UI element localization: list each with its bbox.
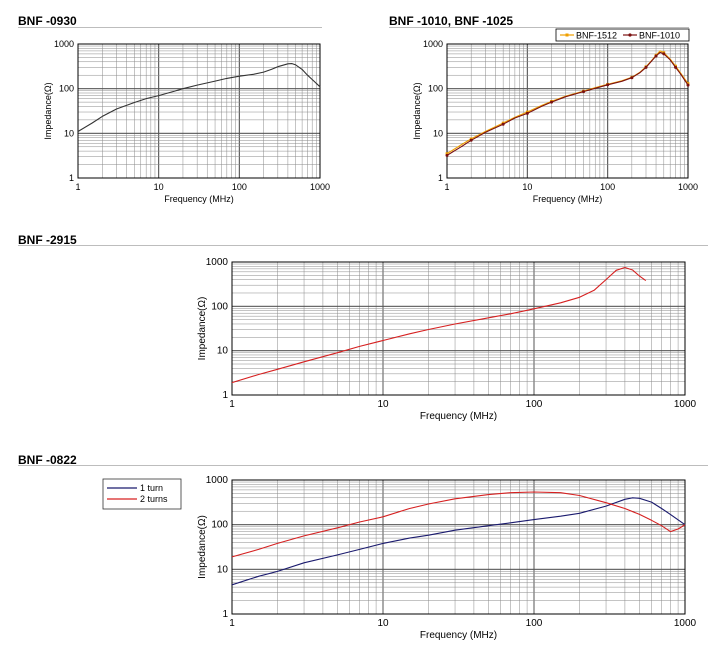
x-tick-label: 100 (600, 182, 615, 192)
data-point-marker (630, 76, 634, 80)
data-point-marker (644, 65, 648, 69)
section-title-bnf-2915: BNF -2915 (18, 233, 77, 247)
section-rule-bnf-0930 (18, 27, 322, 28)
legend-marker (628, 33, 632, 37)
y-tick-label: 1 (222, 390, 228, 401)
legend-box (102, 478, 182, 510)
y-tick-label: 100 (59, 84, 74, 94)
plot-area-frame (77, 43, 321, 179)
x-tick-label: 1000 (310, 182, 330, 192)
data-point-marker (654, 54, 658, 58)
legend-label: 2 turns (140, 494, 168, 504)
chart-2: 1 10 100 1000 1 10 100 1000 Frequency (MHz) Imped… (412, 39, 698, 204)
legend-label: BNF-1512 (576, 31, 617, 41)
x-tick-label: 10 (522, 182, 532, 192)
y-tick-label: 1000 (206, 257, 229, 268)
x-axis-title: Frequency (MHz) (420, 630, 497, 641)
x-tick-label: 1 (75, 182, 80, 192)
plot-area-frame (231, 261, 686, 396)
y-axis-title: Impedance(Ω) (412, 82, 422, 139)
legend-marker (565, 33, 569, 37)
section-rule-bnf-0822 (18, 465, 708, 466)
y-tick-label: 100 (211, 520, 228, 531)
y-tick-label: 1 (69, 173, 74, 183)
y-tick-label: 10 (64, 128, 74, 138)
data-point-marker (525, 111, 529, 115)
series-line-2-turns (231, 491, 686, 558)
section-title-bnf-1010-1025: BNF -1010, BNF -1025 (389, 14, 514, 28)
data-point-marker (606, 83, 610, 87)
x-tick-label: 1 (444, 182, 449, 192)
x-tick-label: 100 (526, 618, 543, 629)
x-tick-label: 1 (229, 618, 235, 629)
y-tick-label: 1000 (206, 475, 229, 486)
legend-box (555, 28, 690, 42)
y-tick-label: 1000 (423, 39, 443, 49)
data-point-marker (686, 82, 690, 85)
y-axis-title: Impedance(Ω) (197, 515, 208, 579)
x-tick-label: 100 (526, 399, 543, 410)
y-axis-title: Impedance(Ω) (197, 297, 208, 361)
y-tick-label: 10 (217, 346, 229, 357)
x-tick-label: 100 (232, 182, 247, 192)
x-tick-label: 1000 (678, 182, 698, 192)
x-axis-title: Frequency (MHz) (533, 194, 603, 204)
series-line-bnf-1010 (446, 51, 689, 156)
x-axis-title: Frequency (MHz) (164, 194, 234, 204)
data-point-marker (581, 90, 585, 94)
y-tick-label: 1 (438, 173, 443, 183)
chart-4: 1 10 100 1000 1 10 100 1000 Frequency (MHz) Imped… (197, 475, 697, 641)
data-point-marker (469, 138, 473, 142)
y-tick-label: 100 (211, 301, 228, 312)
x-tick-label: 10 (377, 618, 389, 629)
data-point-marker (445, 153, 449, 157)
section-title-bnf-0822: BNF -0822 (18, 453, 77, 467)
section-rule-bnf-2915 (18, 245, 708, 246)
series-line-1 (231, 266, 647, 384)
data-point-marker (445, 152, 449, 156)
section-title-bnf-0930: BNF -0930 (18, 14, 77, 28)
y-tick-label: 10 (217, 564, 229, 575)
plot-area-frame (231, 479, 686, 615)
x-tick-label: 1000 (674, 618, 697, 629)
y-tick-label: 1000 (54, 39, 74, 49)
data-point-marker (501, 122, 505, 126)
x-tick-label: 1000 (674, 399, 697, 410)
data-point-marker (686, 83, 690, 87)
legend-label: BNF-1010 (639, 31, 680, 41)
chart-3: 1 10 100 1000 1 10 100 1000 Frequency (MHz) Imped… (197, 257, 697, 422)
plot-area-frame (446, 43, 689, 179)
y-axis-title: Impedance(Ω) (43, 82, 53, 139)
series-line-1-turn (231, 497, 686, 586)
x-tick-label: 10 (377, 399, 389, 410)
data-point-marker (662, 52, 666, 56)
series-line-1 (77, 63, 321, 132)
data-point-marker (674, 65, 678, 69)
legend-label: 1 turn (140, 483, 163, 493)
x-axis-title: Frequency (MHz) (420, 411, 497, 422)
chart-1: 1 10 100 1000 1 10 100 1000 Frequency (MHz) Imped… (43, 39, 330, 204)
y-tick-label: 1 (222, 609, 228, 620)
legend-chart-2: BNF-1512 BNF-1010 (555, 28, 690, 42)
x-tick-label: 1 (229, 399, 235, 410)
section-rule-bnf-1010-1025 (389, 27, 689, 28)
y-tick-label: 10 (433, 128, 443, 138)
x-tick-label: 10 (154, 182, 164, 192)
data-point-marker (550, 100, 554, 104)
y-tick-label: 100 (428, 84, 443, 94)
